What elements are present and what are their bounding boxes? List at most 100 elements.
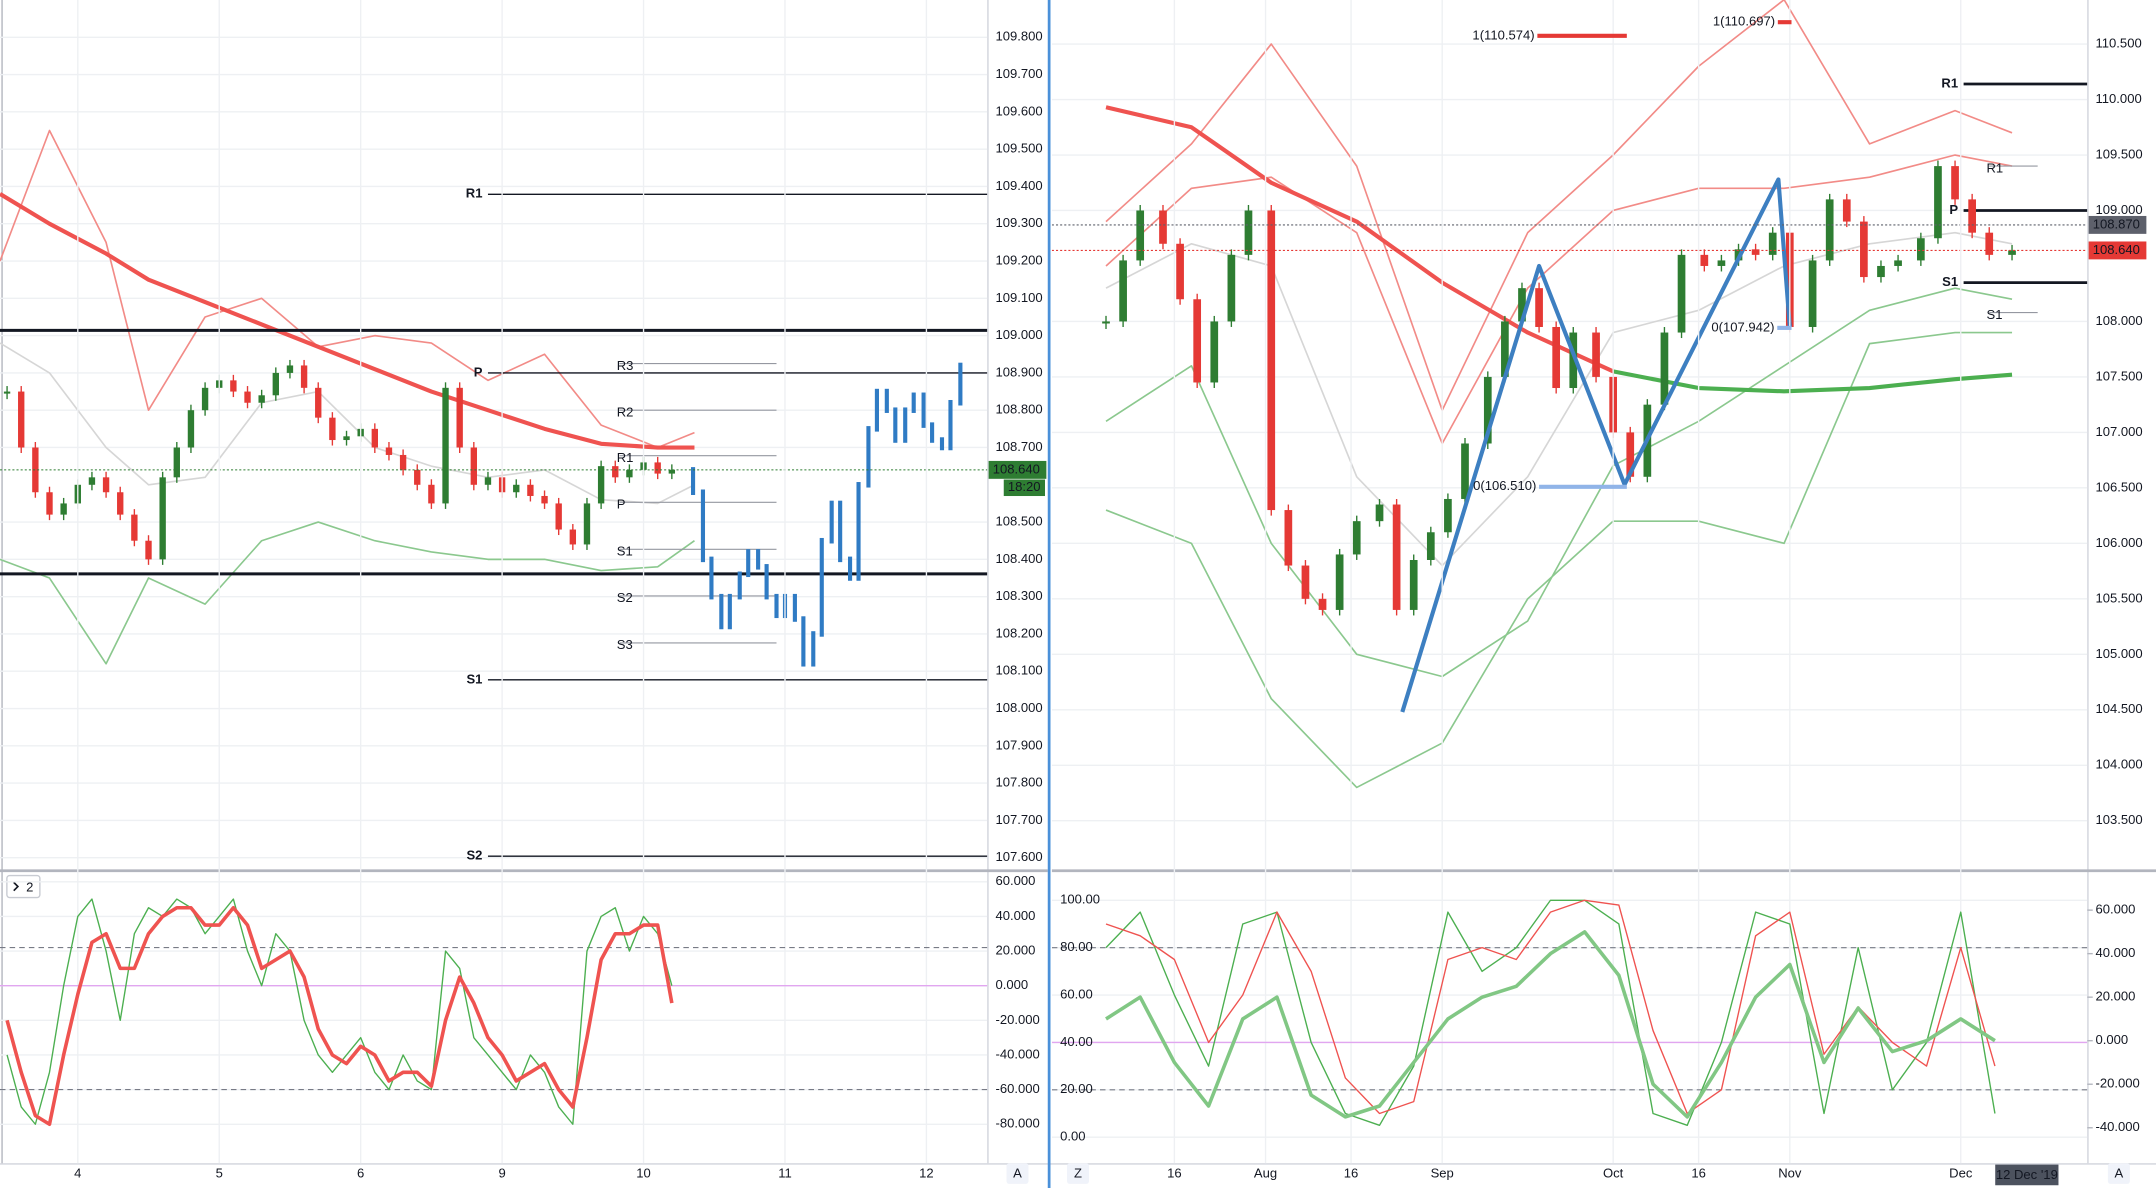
candle bbox=[173, 447, 180, 478]
scale-button[interactable] bbox=[2107, 1163, 2130, 1184]
projection-bar bbox=[911, 392, 916, 413]
projection-bar bbox=[939, 437, 945, 451]
oscillator-main-line bbox=[1105, 930, 1996, 1119]
projection-bar bbox=[921, 392, 926, 428]
projection-bar bbox=[719, 593, 724, 630]
price-tag-label: 108.870 bbox=[2093, 216, 2140, 231]
sub-pivot-label: R1 bbox=[1986, 160, 2003, 175]
projection-bar bbox=[847, 556, 853, 581]
x-tick-label: 16 bbox=[1344, 1166, 1359, 1181]
indicator-toggle[interactable] bbox=[6, 874, 41, 899]
plot-area bbox=[1051, 0, 2088, 789]
y2-tick-label: 40.000 bbox=[2096, 945, 2136, 960]
candle bbox=[1917, 238, 1925, 261]
y2-tick-label: 0.000 bbox=[2096, 1032, 2129, 1047]
y-tick-label: 109.300 bbox=[996, 215, 1043, 230]
projection-bar bbox=[866, 426, 871, 488]
projection-bar bbox=[727, 593, 732, 630]
candle bbox=[1569, 332, 1578, 389]
x-tick-label: 4 bbox=[74, 1166, 81, 1181]
candle bbox=[1501, 321, 1509, 377]
plot-area bbox=[1051, 899, 2088, 1127]
scale-mode-button[interactable]: A bbox=[2115, 1166, 2124, 1181]
candle bbox=[1951, 166, 1959, 200]
candle bbox=[32, 447, 39, 493]
candle bbox=[371, 428, 378, 448]
candle bbox=[258, 395, 265, 403]
zoom-button[interactable]: Z bbox=[1074, 1166, 1082, 1181]
projection-bar bbox=[958, 362, 963, 406]
zoom-button-bg[interactable] bbox=[1067, 1163, 1089, 1184]
annotation-label: 0(107.942) bbox=[1711, 319, 1774, 334]
y-tick-label: 20.00 bbox=[1060, 1081, 1093, 1096]
candle bbox=[60, 503, 67, 515]
sub-pivot-label: S2 bbox=[617, 590, 633, 605]
indicator-label: 2 bbox=[26, 879, 33, 894]
price-tag bbox=[2088, 241, 2147, 260]
y-tick-label: 107.900 bbox=[996, 737, 1043, 752]
candle bbox=[102, 477, 110, 493]
candle bbox=[3, 391, 11, 394]
countdown-tag bbox=[1003, 479, 1045, 497]
y-tick-label: 104.000 bbox=[2096, 757, 2143, 772]
candle bbox=[1461, 443, 1469, 499]
candle bbox=[1592, 332, 1600, 377]
candle bbox=[1985, 232, 1994, 255]
candle bbox=[1934, 166, 1942, 239]
band-line bbox=[1105, 231, 2013, 567]
pivot-label: S2 bbox=[466, 848, 482, 863]
x-tick-label: 6 bbox=[357, 1166, 364, 1181]
y-tick-label: 108.700 bbox=[996, 439, 1043, 454]
candle bbox=[569, 529, 577, 545]
projection-bar bbox=[737, 571, 742, 600]
pivot-label: S1 bbox=[466, 671, 482, 686]
candle bbox=[654, 462, 661, 474]
candle bbox=[1552, 326, 1561, 389]
candle bbox=[1193, 299, 1202, 383]
x-tick-label: 16 bbox=[1167, 1166, 1182, 1181]
moving-average bbox=[1105, 105, 1615, 374]
candle bbox=[583, 503, 591, 545]
y-tick-label: 106.500 bbox=[2096, 479, 2143, 494]
candle bbox=[244, 391, 251, 403]
candle bbox=[668, 469, 676, 474]
projection-bar bbox=[874, 388, 879, 432]
candle bbox=[1136, 210, 1145, 261]
candle bbox=[1284, 510, 1293, 566]
candle bbox=[272, 372, 279, 396]
x-tick-label: 12 bbox=[919, 1166, 934, 1181]
candle bbox=[315, 387, 322, 418]
candle bbox=[1825, 199, 1834, 261]
y-tick-label: 104.500 bbox=[2096, 701, 2143, 716]
candle bbox=[1968, 199, 1976, 233]
projection-bar bbox=[690, 467, 696, 495]
scale-button[interactable] bbox=[1006, 1163, 1029, 1184]
candle bbox=[1860, 221, 1868, 278]
y-tick-label: 108.500 bbox=[996, 514, 1043, 529]
candle bbox=[145, 540, 152, 560]
sub-pivot-label: R1 bbox=[617, 450, 634, 465]
annotation-label: 1(110.574) bbox=[1472, 27, 1534, 42]
band-line bbox=[1105, 287, 2013, 678]
band-line bbox=[0, 342, 695, 505]
x-tick-label: Oct bbox=[1603, 1166, 1624, 1181]
candle bbox=[1842, 199, 1851, 222]
y-tick-label: 0.000 bbox=[996, 977, 1029, 992]
sub-pivot-label: P bbox=[617, 497, 626, 512]
price-tag bbox=[988, 460, 1047, 479]
candle bbox=[1409, 559, 1418, 610]
scale-mode-button[interactable]: A bbox=[1013, 1166, 1022, 1181]
price-tag-label: 108.640 bbox=[993, 461, 1040, 476]
candle bbox=[1894, 260, 1902, 266]
candle bbox=[286, 365, 294, 373]
y-tick-label: 105.000 bbox=[2096, 646, 2143, 661]
candle bbox=[1660, 332, 1669, 405]
projection-bar bbox=[700, 489, 706, 563]
candle bbox=[1626, 432, 1635, 477]
y-tick-label: 103.500 bbox=[2096, 812, 2143, 827]
sub-pivot-label: S1 bbox=[617, 544, 633, 559]
projection-bar bbox=[829, 500, 834, 544]
y-tick-label: -60.000 bbox=[996, 1081, 1040, 1096]
